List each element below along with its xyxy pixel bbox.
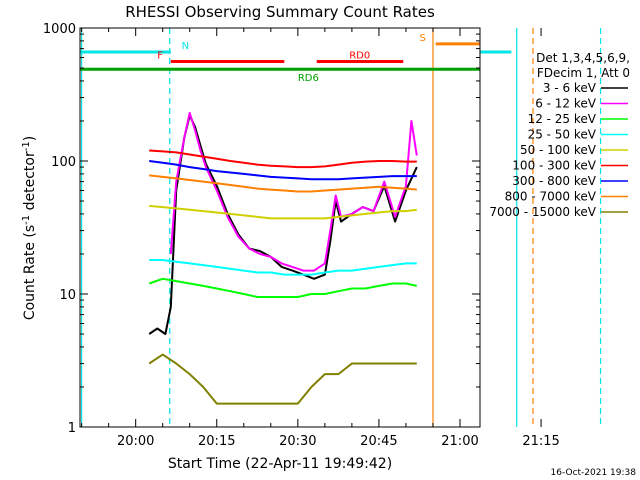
y-tick-label: 10 — [59, 288, 76, 303]
series-line — [148, 353, 417, 405]
legend-label: 800 - 7000 keV — [505, 190, 597, 204]
series-line — [149, 259, 417, 276]
x-axis-label: Start Time (22-Apr-11 19:49:42) — [168, 456, 392, 472]
x-axis: 20:00 20:15 20:30 20:45 21:00 21:15 — [81, 28, 560, 449]
legend: Det 1,3,4,5,6,9, FDecim 1, Att 0 3 - 6 k… — [489, 51, 630, 219]
series-line — [169, 111, 418, 272]
flag-bars: N S F RD0 RD6 — [80, 33, 512, 84]
vertical-markers — [81, 28, 602, 427]
chart-title: RHESSI Observing Summary Count Rates — [125, 3, 435, 21]
y-tick-label: 1 — [68, 421, 76, 436]
series-line — [149, 204, 417, 220]
legend-label: 300 - 800 keV — [512, 174, 596, 188]
series-line — [148, 277, 418, 298]
legend-label: 50 - 100 keV — [520, 143, 597, 157]
series-line — [149, 160, 417, 181]
flag-label: N — [182, 41, 189, 52]
legend-label: 7000 - 15000 keV — [489, 205, 596, 219]
flag-label: S — [419, 33, 425, 44]
y-tick-label: 1000 — [43, 22, 76, 37]
y-axis-label: Count Rate (s-1 detector-1) — [21, 136, 38, 320]
x-tick-label: 20:15 — [198, 434, 235, 449]
series-layer — [148, 111, 418, 405]
x-tick-label: 20:30 — [279, 434, 316, 449]
series-line — [149, 174, 417, 193]
legend-label: 12 - 25 keV — [528, 112, 597, 126]
y-tick-label: 100 — [51, 155, 76, 170]
flag-label: RD6 — [298, 73, 319, 84]
legend-header-line: FDecim 1, Att 0 — [537, 66, 630, 80]
flag-label: F — [157, 50, 163, 61]
legend-label: 25 - 50 keV — [528, 128, 597, 142]
legend-label: 100 - 300 keV — [512, 159, 596, 173]
series-line — [149, 149, 417, 169]
plot-frame — [79, 27, 481, 428]
x-tick-label: 20:00 — [117, 434, 154, 449]
y-axis: 1 10 100 1000 — [43, 22, 480, 436]
flag-label: RD0 — [349, 50, 370, 61]
legend-header-line: Det 1,3,4,5,6,9, — [536, 51, 630, 65]
series-line — [148, 114, 418, 335]
legend-label: 3 - 6 keV — [543, 81, 597, 95]
plot-area: N S F RD0 RD6 20:00 20:15 20:30 20:45 21:00 21:15… — [43, 22, 602, 449]
legend-label: 6 - 12 keV — [535, 97, 597, 111]
x-tick-label: 20:45 — [360, 434, 397, 449]
x-tick-label: 21:00 — [441, 434, 478, 449]
x-tick-label: 21:15 — [522, 434, 559, 449]
timestamp: 16-Oct-2021 19:38 — [551, 468, 637, 478]
